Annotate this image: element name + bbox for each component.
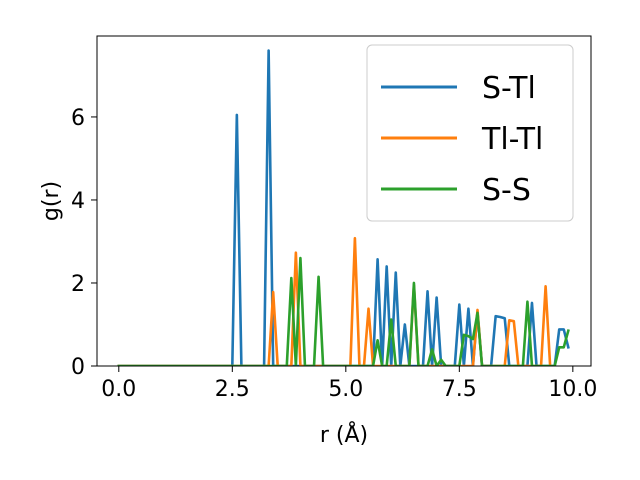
y-tick-label: 2 [71,272,85,297]
x-tick-label: 10.0 [548,377,597,402]
legend: S-Tl Tl-Tl S-S [366,44,574,222]
legend-frame [366,44,574,222]
x-axis-label: r (Å) [320,421,368,448]
series-line-tl-tl [117,236,552,366]
x-tick-label: 0.0 [101,377,136,402]
x-tick-label: 7.5 [442,377,477,402]
legend-entry-label: S-S [482,173,531,208]
series-line-s-s [117,256,570,366]
x-tick-label: 5.0 [328,377,363,402]
y-tick-label: 0 [71,355,85,380]
x-axis: 0.0 2.5 5.0 7.5 10.0 [101,366,597,402]
y-tick-label: 4 [71,189,85,214]
y-axis-label: g(r) [39,181,64,221]
legend-entry-label: Tl-Tl [481,122,543,157]
axes-frame [96,35,592,367]
y-tick-label: 6 [71,106,85,131]
y-axis: 0 2 4 6 [71,106,97,380]
x-tick-label: 2.5 [215,377,250,402]
series-line-s-tl [117,49,570,366]
legend-entry-label: S-Tl [482,71,536,106]
plot-area [117,49,570,366]
